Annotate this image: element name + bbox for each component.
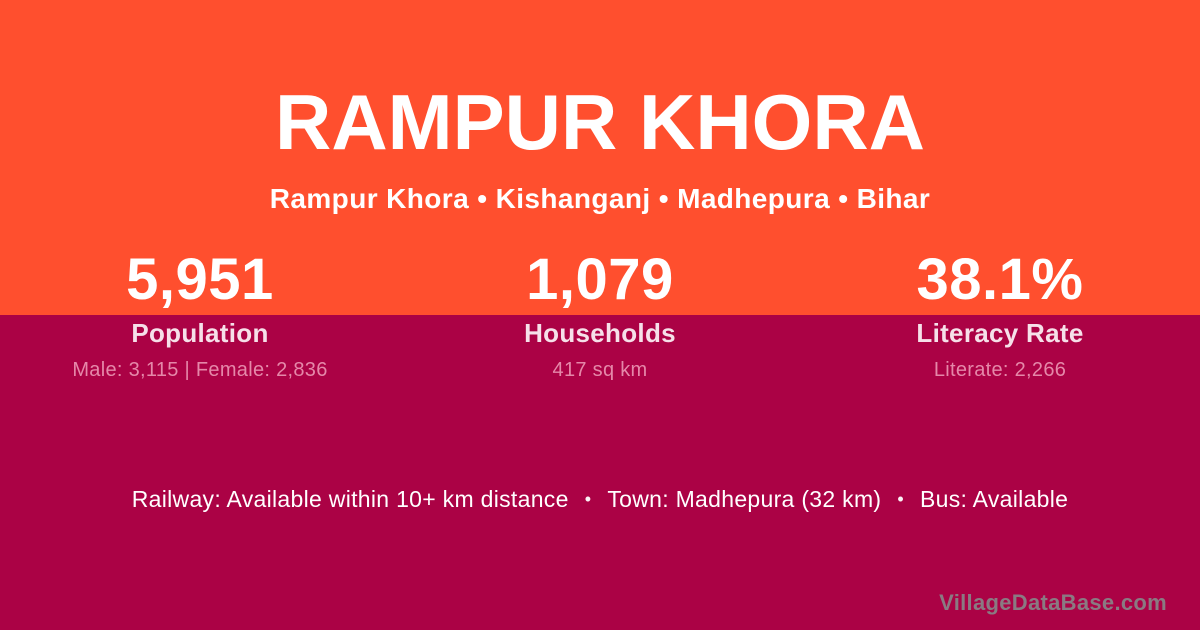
town-info: Town: Madhepura (32 km) <box>607 486 882 512</box>
stats-row: 5,951 Population Male: 3,115 | Female: 2… <box>0 245 1200 382</box>
stat-population: 5,951 Population Male: 3,115 | Female: 2… <box>0 245 400 382</box>
breadcrumb: Rampur Khora • Kishanganj • Madhepura • … <box>269 183 931 214</box>
top-orange-band <box>0 0 1200 315</box>
bullet-separator: • <box>584 489 592 509</box>
bullet-separator: • <box>897 489 904 509</box>
watermark-brand: VillageDataBase.com <box>939 590 1167 615</box>
literacy-value: 38.1% <box>916 247 1084 312</box>
bus-info: Bus: Available <box>920 486 1069 512</box>
households-label: Households <box>524 318 676 348</box>
page-title: RAMPUR KHORA <box>275 78 925 166</box>
population-value: 5,951 <box>126 247 274 312</box>
population-label: Population <box>131 318 269 348</box>
amenities-line: Railway: Available within 10+ km distanc… <box>0 486 1200 513</box>
bottom-crimson-band <box>0 315 1200 630</box>
railway-info: Railway: Available within 10+ km distanc… <box>131 486 569 512</box>
literacy-detail: Literate: 2,266 <box>933 359 1067 381</box>
population-detail: Male: 3,115 | Female: 2,836 <box>72 359 328 381</box>
stat-households: 1,079 Households 417 sq km <box>400 245 800 382</box>
stat-literacy: 38.1% Literacy Rate Literate: 2,266 <box>800 245 1200 382</box>
households-detail: 417 sq km <box>552 359 648 381</box>
households-value: 1,079 <box>526 247 674 312</box>
literacy-label: Literacy Rate <box>916 318 1084 348</box>
